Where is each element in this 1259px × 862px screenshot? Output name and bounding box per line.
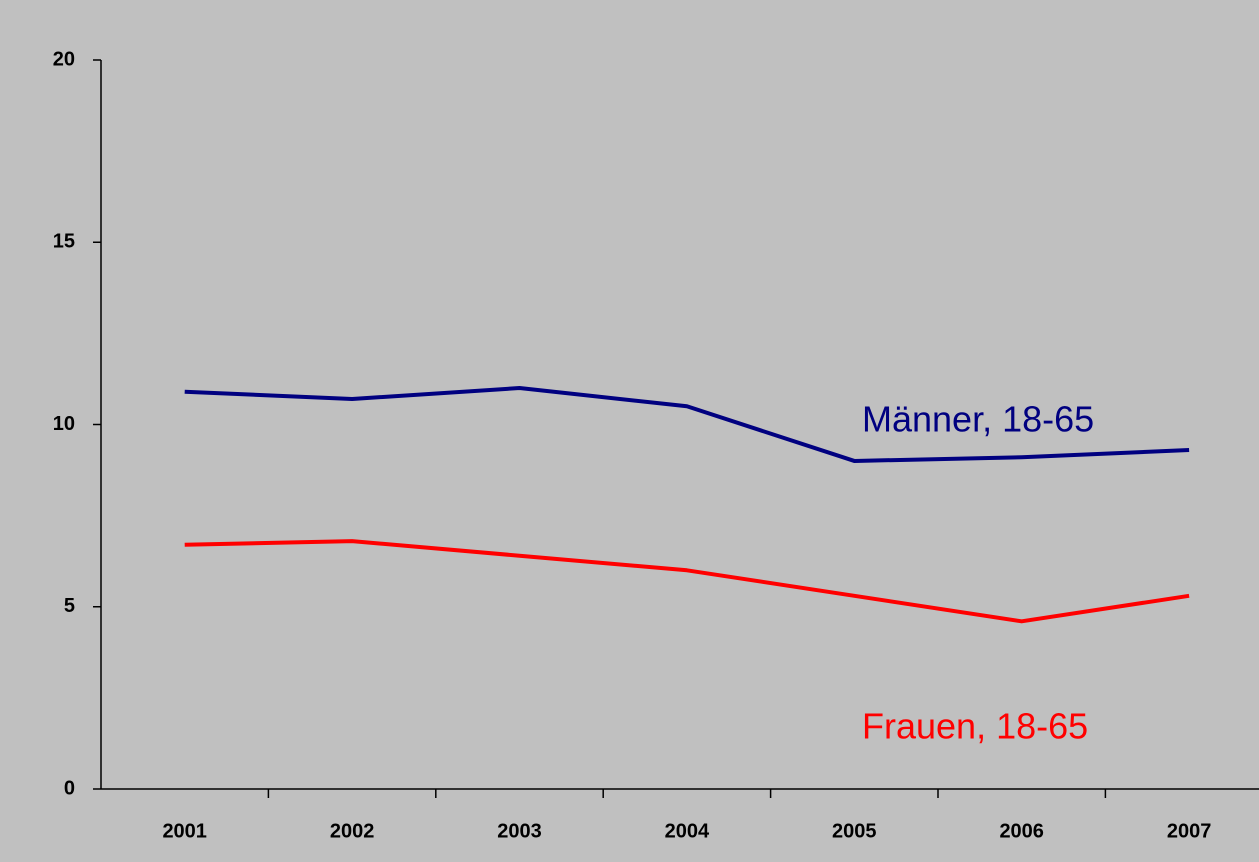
y-tick-label: 5 [64,595,75,617]
series-label: Männer, 18-65 [862,399,1094,440]
x-tick-label: 2001 [162,820,207,842]
y-tick-label: 15 [53,231,75,253]
x-tick-label: 2002 [330,820,375,842]
series-label: Frauen, 18-65 [862,706,1088,747]
y-tick-label: 0 [64,777,75,799]
x-tick-label: 2004 [665,820,710,842]
y-tick-label: 20 [53,48,75,70]
x-tick-label: 2006 [999,820,1044,842]
series-line [184,539,1190,624]
y-tick-label: 10 [53,413,75,435]
x-tick-label: 2007 [1167,820,1212,842]
series-line [184,386,1190,463]
x-tick-label: 2005 [832,820,877,842]
x-tick-label: 2003 [497,820,542,842]
